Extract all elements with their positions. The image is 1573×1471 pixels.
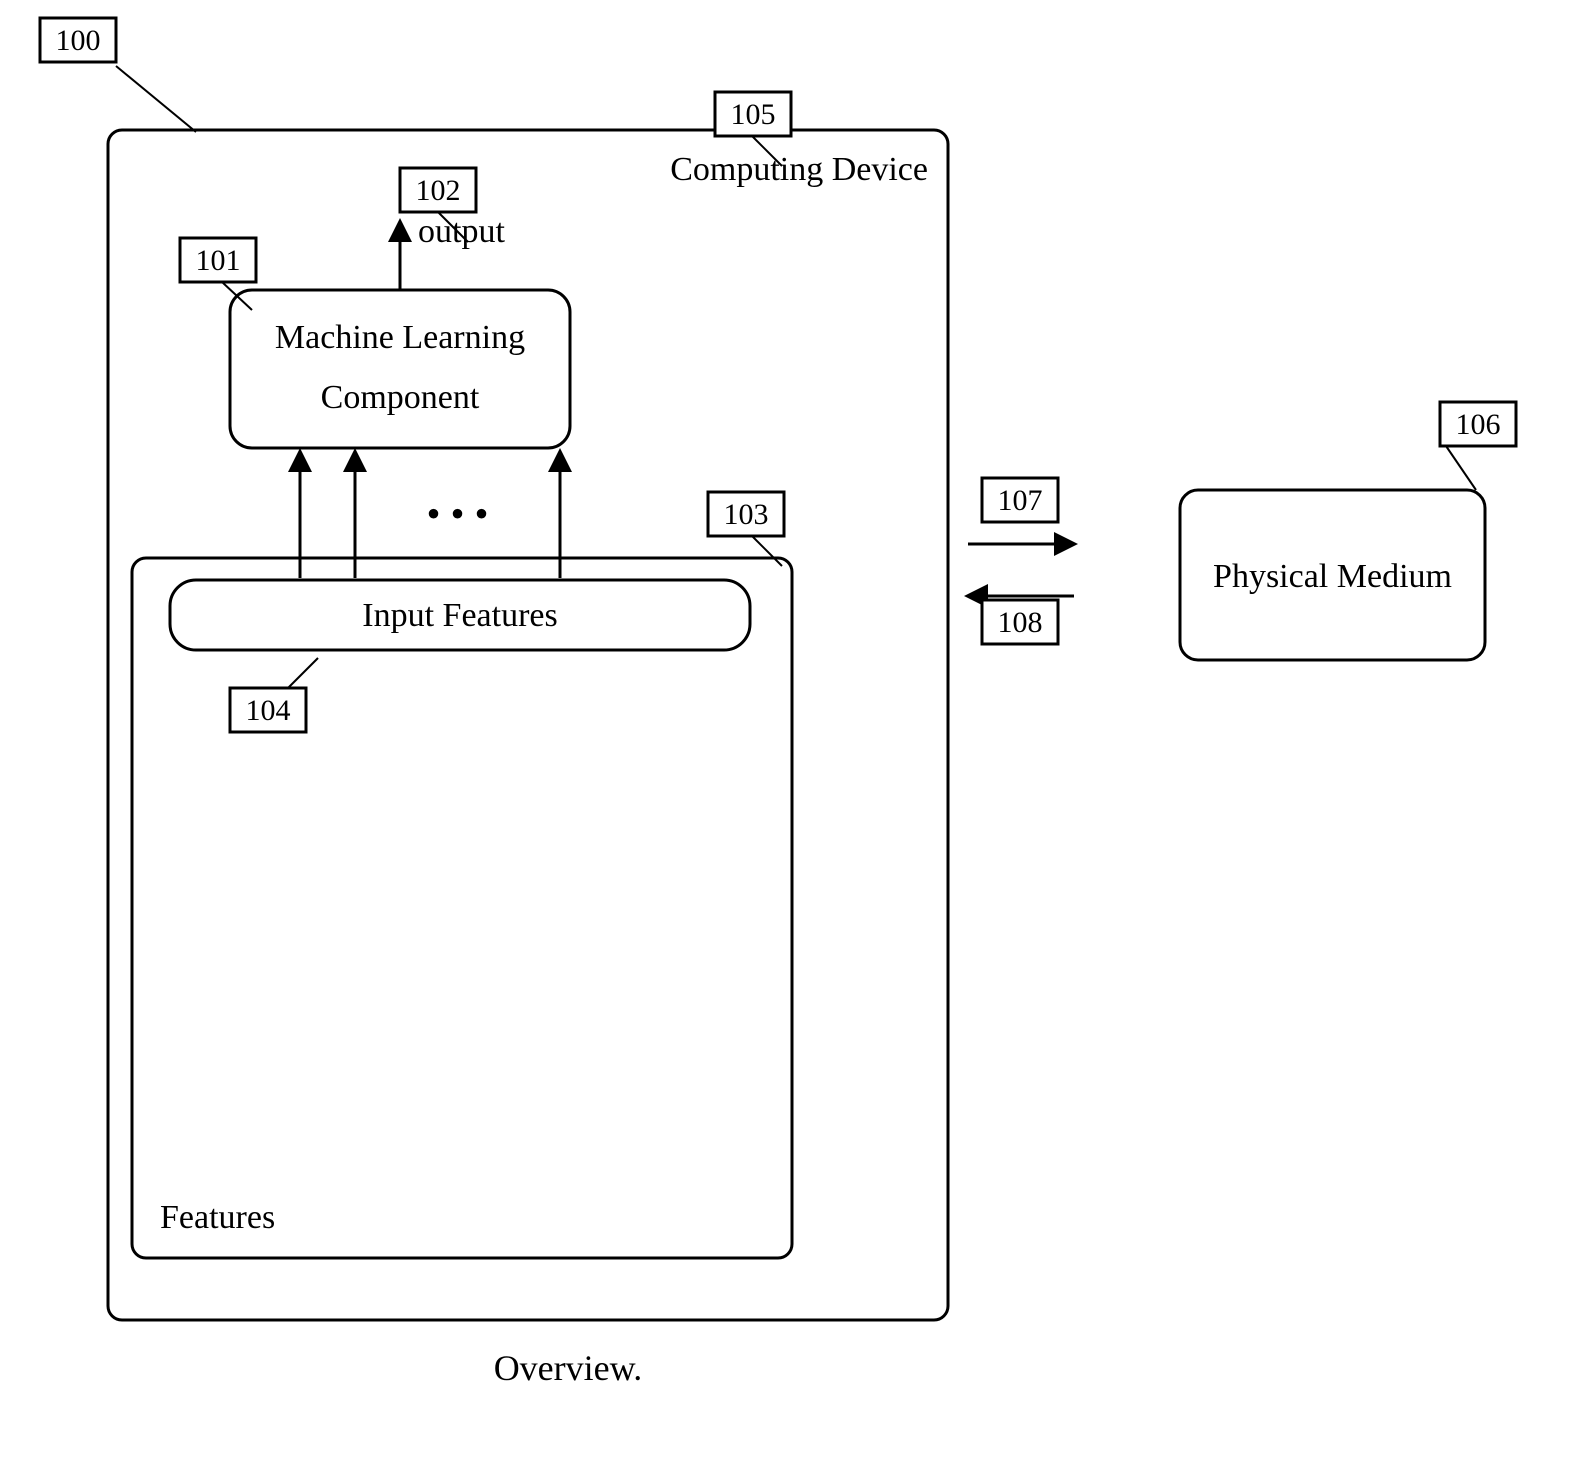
leader-101 [222, 282, 252, 310]
leader-100 [116, 66, 196, 132]
features-label: Features [160, 1199, 275, 1236]
leader-106 [1446, 446, 1476, 490]
ref-label-101: 101 [196, 244, 241, 277]
ml-label-line2: Component [321, 379, 480, 416]
input-features-label: Input Features [362, 597, 557, 634]
ref-label-108: 108 [998, 606, 1043, 639]
computing-device-label: Computing Device [670, 151, 928, 188]
feature-arrows-ellipsis: • • • [426, 491, 488, 536]
ref-label-102: 102 [416, 174, 461, 207]
features-box [132, 558, 792, 1258]
ml-component-box [230, 290, 570, 448]
ref-label-100: 100 [56, 24, 101, 57]
leader-103 [752, 536, 782, 566]
output-label: output [418, 213, 505, 250]
ref-label-104: 104 [246, 694, 291, 727]
leader-104 [288, 658, 318, 688]
ref-label-107: 107 [998, 484, 1043, 517]
caption: Overview. [494, 1348, 643, 1388]
ml-label-line1: Machine Learning [275, 319, 525, 356]
ref-label-105: 105 [731, 98, 776, 131]
physical-medium-label: Physical Medium [1213, 558, 1452, 595]
ref-label-103: 103 [724, 498, 769, 531]
ref-label-106: 106 [1456, 408, 1501, 441]
